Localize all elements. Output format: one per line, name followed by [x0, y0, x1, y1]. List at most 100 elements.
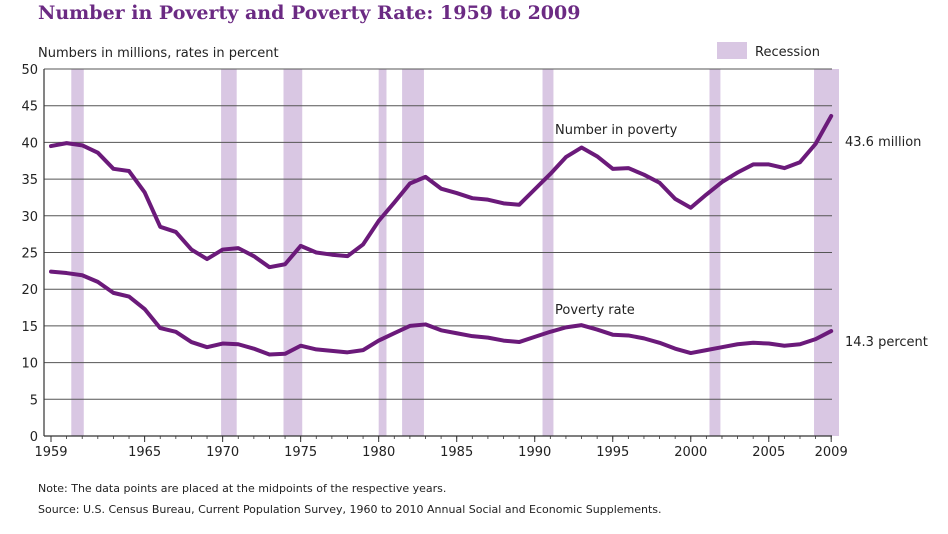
series-1-point-1980 [377, 338, 381, 343]
series-1-point-2004 [751, 341, 755, 345]
series-0-point-1987 [486, 198, 490, 202]
series-1-point-1995 [611, 333, 615, 337]
series-0-point-1963 [111, 167, 116, 171]
series-1-point-1960 [65, 271, 69, 275]
series-0-point-1980 [377, 219, 381, 223]
series-1-point-1972 [252, 347, 256, 351]
series-0-point-1974 [283, 262, 287, 266]
series-0-point-1984 [439, 187, 443, 191]
series-0-point-1998 [657, 181, 662, 185]
series-0-point-1993 [579, 145, 584, 150]
series-0-point-1999 [673, 197, 677, 201]
series-0-point-1964 [127, 169, 131, 173]
x-tick-label-2005: 2005 [752, 445, 785, 460]
series-1-point-1964 [127, 294, 131, 299]
series-1-point-1998 [657, 341, 662, 345]
x-tick-label-1995: 1995 [596, 445, 629, 460]
series-0-point-1977 [330, 253, 334, 257]
axes: 0 5 10 15 20 25 30 35 40 45 50 1959 1965 1970 1975 1980… [21, 63, 847, 460]
chart-title: Number in Poverty and Poverty Rate: 1959… [38, 2, 581, 24]
series-lines [49, 113, 834, 357]
series-1-point-1979 [361, 348, 365, 352]
series-0-point-2002 [720, 180, 724, 184]
x-tick-label-1970: 1970 [206, 445, 239, 460]
series-1-point-1974 [283, 352, 287, 356]
y-tick-label-45: 45 [21, 100, 38, 115]
series-1-point-1971 [236, 342, 240, 346]
series-1-point-1967 [174, 330, 178, 334]
series-0-point-1972 [252, 254, 256, 258]
x-tick-label-2009: 2009 [815, 445, 848, 460]
series-1-point-2008 [813, 337, 818, 341]
series-1-point-1962 [96, 280, 100, 284]
series-1-point-2003 [735, 342, 740, 346]
legend-swatch [717, 42, 747, 59]
series-1-point-1977 [330, 349, 334, 353]
series-1-point-1961 [80, 273, 84, 277]
series-0-point-1965 [143, 190, 147, 194]
series-1-point-1968 [189, 340, 194, 344]
series-0-point-1982 [408, 181, 412, 186]
series-0-point-1967 [174, 230, 178, 234]
series-0-point-2001 [704, 192, 708, 197]
series-label-poverty-rate: Poverty rate [555, 303, 635, 318]
series-1-point-1999 [673, 347, 677, 351]
chart-note: Note: The data points are placed at the … [38, 482, 447, 495]
series-1-point-1997 [642, 336, 646, 340]
series-1-point-1989 [517, 340, 521, 344]
x-tick-label-1975: 1975 [284, 445, 317, 460]
series-0-point-1988 [501, 201, 506, 205]
series-1-point-2001 [704, 348, 708, 352]
series-1-point-1996 [626, 333, 630, 338]
series-0-point-1960 [65, 141, 69, 145]
series-1-point-1970 [221, 341, 225, 346]
series-1-point-2000 [689, 351, 693, 355]
series-1-point-2007 [798, 342, 802, 346]
series-1-point-1982 [408, 324, 412, 328]
series-1-point-1990 [533, 335, 537, 339]
series-1-point-1994 [595, 327, 599, 332]
series-0-point-2009 [829, 114, 833, 118]
series-1-point-1973 [267, 352, 272, 357]
series-1-point-1991 [548, 330, 552, 334]
y-tick-label-25: 25 [21, 247, 38, 262]
series-0-point-1966 [158, 225, 162, 229]
series-label-number-in-poverty: Number in poverty [555, 123, 678, 138]
series-0-point-2000 [689, 206, 693, 210]
series-1-point-1965 [143, 307, 147, 311]
x-tick-label-2000: 2000 [674, 445, 707, 460]
series-1-point-1969 [205, 345, 209, 349]
series-0-point-1989 [517, 203, 521, 207]
series-0-point-1990 [533, 187, 537, 191]
series-0-point-2006 [782, 166, 786, 170]
y-tick-label-50: 50 [21, 63, 38, 78]
series-1-point-1992 [564, 325, 568, 329]
series-0-point-1971 [236, 246, 240, 250]
x-tick-label-1985: 1985 [440, 445, 473, 460]
series-1-point-1963 [111, 291, 116, 295]
series-1-point-1976 [314, 347, 318, 351]
x-tick-label-1980: 1980 [362, 445, 395, 460]
chart-labels: Numbers in millions, rates in percent Re… [38, 42, 928, 350]
series-0-point-2008 [813, 142, 818, 146]
series-0-point-2007 [798, 160, 802, 164]
series-0-point-1962 [96, 151, 100, 155]
series-0-point-1997 [642, 173, 646, 177]
end-label-poverty-rate: 14.3 percent [845, 335, 928, 350]
series-0-point-1973 [267, 265, 272, 269]
x-tick-label-1990: 1990 [518, 445, 551, 460]
series-0-point-1970 [221, 247, 225, 252]
series-0-point-1995 [611, 167, 615, 171]
series-1-point-1978 [345, 350, 350, 354]
series-0-point-2005 [767, 162, 771, 167]
series-1-point-1988 [501, 338, 506, 343]
series-1-point-1987 [486, 336, 490, 340]
series-0-point-1992 [564, 155, 568, 159]
series-0-point-1969 [205, 257, 209, 261]
series-1-point-2005 [767, 341, 771, 346]
y-tick-label-40: 40 [21, 136, 38, 151]
series-0-point-1975 [299, 244, 303, 248]
y-tick-label-10: 10 [21, 357, 38, 372]
series-1-point-2009 [829, 329, 833, 333]
series-0-point-1996 [626, 166, 630, 170]
